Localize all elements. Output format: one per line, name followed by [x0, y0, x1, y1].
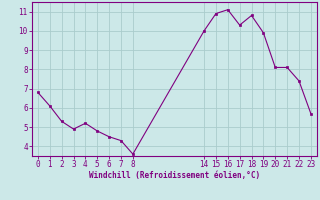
X-axis label: Windchill (Refroidissement éolien,°C): Windchill (Refroidissement éolien,°C): [89, 171, 260, 180]
